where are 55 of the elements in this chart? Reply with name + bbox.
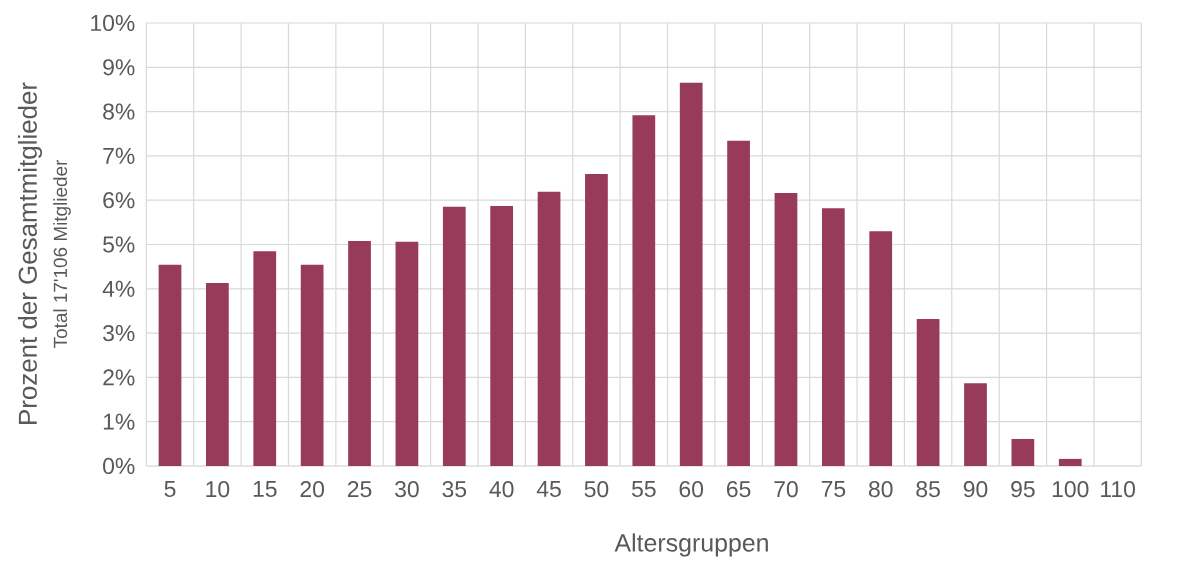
y-tick-label: 8% bbox=[103, 103, 135, 120]
x-axis-title: Altersgruppen bbox=[614, 533, 768, 557]
bar bbox=[727, 140, 750, 466]
y-tick-label: 10% bbox=[91, 14, 135, 31]
bar bbox=[348, 240, 371, 466]
y-tick-label: 5% bbox=[103, 236, 135, 253]
x-tick-label: 60 bbox=[679, 480, 704, 498]
y-tick-label: 1% bbox=[103, 413, 135, 430]
bar bbox=[774, 192, 798, 466]
bar bbox=[1011, 438, 1035, 466]
x-tick-label: 75 bbox=[821, 480, 846, 497]
x-tick-label: 95 bbox=[1011, 480, 1035, 498]
bar bbox=[821, 208, 845, 466]
bar bbox=[300, 264, 324, 466]
x-tick-label: 110 bbox=[1101, 480, 1135, 498]
bar bbox=[1058, 458, 1082, 466]
bar bbox=[395, 241, 419, 466]
x-tick-label: 90 bbox=[963, 480, 988, 498]
bar bbox=[679, 82, 703, 466]
bar bbox=[537, 191, 561, 466]
bar bbox=[158, 264, 182, 466]
y-tick-label: 0% bbox=[103, 457, 135, 474]
x-tick-label: 20 bbox=[300, 480, 324, 498]
y-tick-label: 3% bbox=[103, 324, 135, 342]
y-tick-label: 9% bbox=[103, 59, 135, 76]
bar bbox=[206, 282, 229, 466]
bar bbox=[964, 383, 987, 466]
bar bbox=[632, 115, 656, 466]
x-tick-label: 100 bbox=[1052, 480, 1089, 498]
y-tick-label: 7% bbox=[103, 147, 135, 164]
bar bbox=[490, 205, 514, 466]
y-tick-label: 6% bbox=[103, 191, 135, 209]
x-tick-label: 70 bbox=[774, 480, 798, 498]
x-tick-label: 30 bbox=[395, 480, 419, 498]
x-tick-label: 40 bbox=[489, 480, 514, 498]
x-tick-label: 65 bbox=[726, 480, 751, 498]
text: Total 17'106 Mitglieder bbox=[53, 159, 71, 348]
x-tick-label: 10 bbox=[206, 480, 230, 498]
x-tick-label: 25 bbox=[347, 480, 372, 498]
y-axis-title: Prozent der Gesamtmitglieder bbox=[17, 82, 43, 424]
x-tick-label: 55 bbox=[631, 480, 656, 497]
bar bbox=[585, 173, 608, 466]
bar bbox=[442, 206, 466, 466]
x-tick-label: 45 bbox=[536, 480, 561, 497]
bar bbox=[916, 318, 940, 466]
x-tick-label: 5 bbox=[164, 480, 176, 497]
bar bbox=[253, 251, 277, 466]
y-tick-label: 4% bbox=[102, 280, 135, 297]
x-tick-label: 15 bbox=[253, 480, 277, 497]
x-tick-label: 85 bbox=[916, 480, 940, 498]
x-tick-label: 50 bbox=[584, 480, 609, 498]
y-tick-label: 2% bbox=[103, 369, 135, 386]
bar bbox=[869, 231, 893, 466]
x-tick-label: 35 bbox=[442, 480, 467, 498]
x-tick-label: 80 bbox=[868, 480, 893, 498]
